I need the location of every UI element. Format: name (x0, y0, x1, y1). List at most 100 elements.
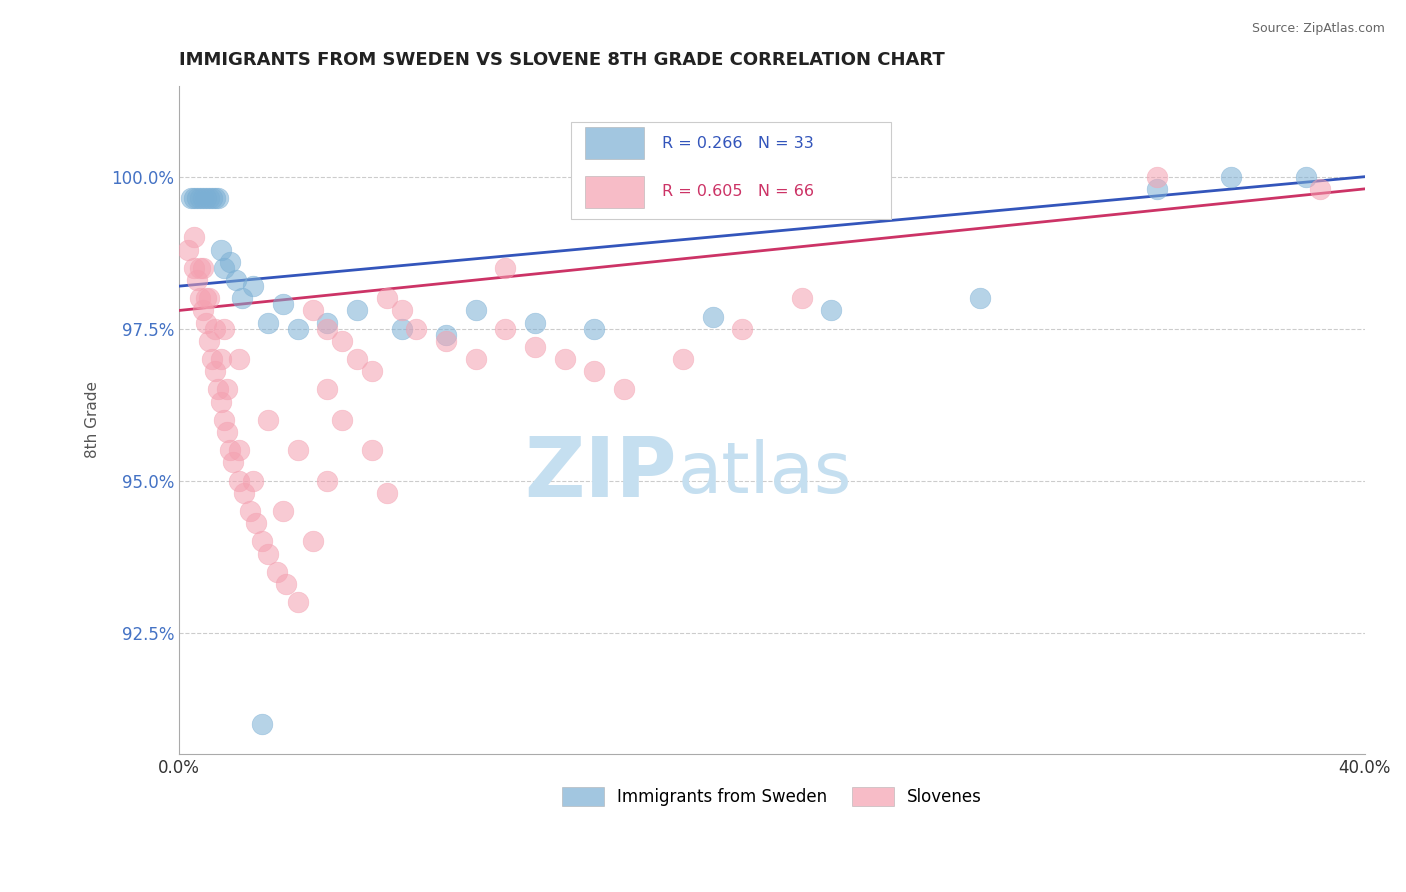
Point (204, 321, 226, 335)
FancyBboxPatch shape (571, 122, 890, 219)
Point (554, 352, 576, 367)
Point (201, 352, 224, 367)
Point (969, 291, 991, 305)
Point (301, 303, 323, 318)
Point (212, 321, 235, 335)
Point (1146, 169, 1168, 184)
Text: R = 0.605   N = 66: R = 0.605 N = 66 (662, 185, 814, 199)
Point (346, 352, 368, 367)
Point (242, 279, 264, 293)
Point (405, 321, 427, 335)
Point (523, 340, 546, 354)
Point (207, 383, 229, 397)
Text: atlas: atlas (678, 439, 852, 508)
Point (257, 316, 280, 330)
Point (204, 191, 226, 205)
Point (186, 191, 208, 205)
Point (239, 504, 262, 518)
Point (183, 191, 205, 205)
Point (204, 364, 226, 378)
Point (330, 334, 353, 348)
Point (613, 383, 636, 397)
Point (672, 352, 695, 367)
FancyBboxPatch shape (585, 176, 644, 208)
Point (702, 310, 724, 324)
Point (188, 260, 211, 275)
Point (191, 191, 214, 205)
Point (1146, 182, 1168, 196)
Point (198, 191, 221, 205)
Point (252, 534, 274, 549)
Point (212, 260, 235, 275)
Point (207, 191, 229, 205)
Point (1295, 169, 1317, 184)
Point (183, 260, 205, 275)
Point (346, 303, 368, 318)
Point (287, 443, 309, 458)
Point (583, 321, 606, 335)
Point (191, 260, 214, 275)
Point (221, 455, 243, 469)
Point (731, 321, 754, 335)
Point (271, 504, 294, 518)
Point (194, 316, 217, 330)
Point (215, 425, 238, 439)
Point (271, 297, 294, 311)
FancyBboxPatch shape (585, 128, 644, 160)
Point (218, 443, 240, 458)
Point (225, 273, 247, 287)
Point (330, 413, 353, 427)
Point (361, 364, 384, 378)
Point (361, 443, 384, 458)
Point (177, 243, 200, 257)
Point (820, 303, 842, 318)
Point (198, 291, 221, 305)
Point (464, 352, 486, 367)
Point (790, 291, 813, 305)
Point (523, 316, 546, 330)
Text: R = 0.266   N = 33: R = 0.266 N = 33 (662, 136, 814, 151)
Point (188, 291, 211, 305)
Point (231, 291, 253, 305)
Point (212, 413, 235, 427)
Point (252, 716, 274, 731)
Point (228, 474, 250, 488)
Point (209, 394, 232, 409)
Point (183, 230, 205, 244)
Point (233, 485, 256, 500)
Y-axis label: 8th Grade: 8th Grade (86, 382, 100, 458)
Text: Source: ZipAtlas.com: Source: ZipAtlas.com (1251, 22, 1385, 36)
Point (245, 516, 267, 531)
Text: IMMIGRANTS FROM SWEDEN VS SLOVENE 8TH GRADE CORRELATION CHART: IMMIGRANTS FROM SWEDEN VS SLOVENE 8TH GR… (180, 51, 945, 69)
Point (316, 316, 339, 330)
Point (228, 352, 250, 367)
Point (1220, 169, 1243, 184)
Point (198, 334, 221, 348)
Point (215, 383, 238, 397)
Point (274, 577, 297, 591)
Point (266, 565, 288, 579)
Text: ZIP: ZIP (524, 433, 678, 514)
Point (188, 191, 211, 205)
Point (583, 364, 606, 378)
Point (316, 474, 339, 488)
Point (494, 260, 516, 275)
Point (257, 547, 280, 561)
Point (375, 485, 398, 500)
Point (287, 321, 309, 335)
Point (494, 321, 516, 335)
Point (186, 273, 208, 287)
Legend: Immigrants from Sweden, Slovenes: Immigrants from Sweden, Slovenes (555, 780, 988, 813)
Point (180, 191, 202, 205)
Point (434, 334, 457, 348)
Point (257, 413, 280, 427)
Point (375, 291, 398, 305)
Point (209, 243, 232, 257)
Point (464, 303, 486, 318)
Point (218, 255, 240, 269)
Point (316, 383, 339, 397)
Point (194, 191, 217, 205)
Point (209, 352, 232, 367)
Point (287, 595, 309, 609)
Point (194, 291, 217, 305)
